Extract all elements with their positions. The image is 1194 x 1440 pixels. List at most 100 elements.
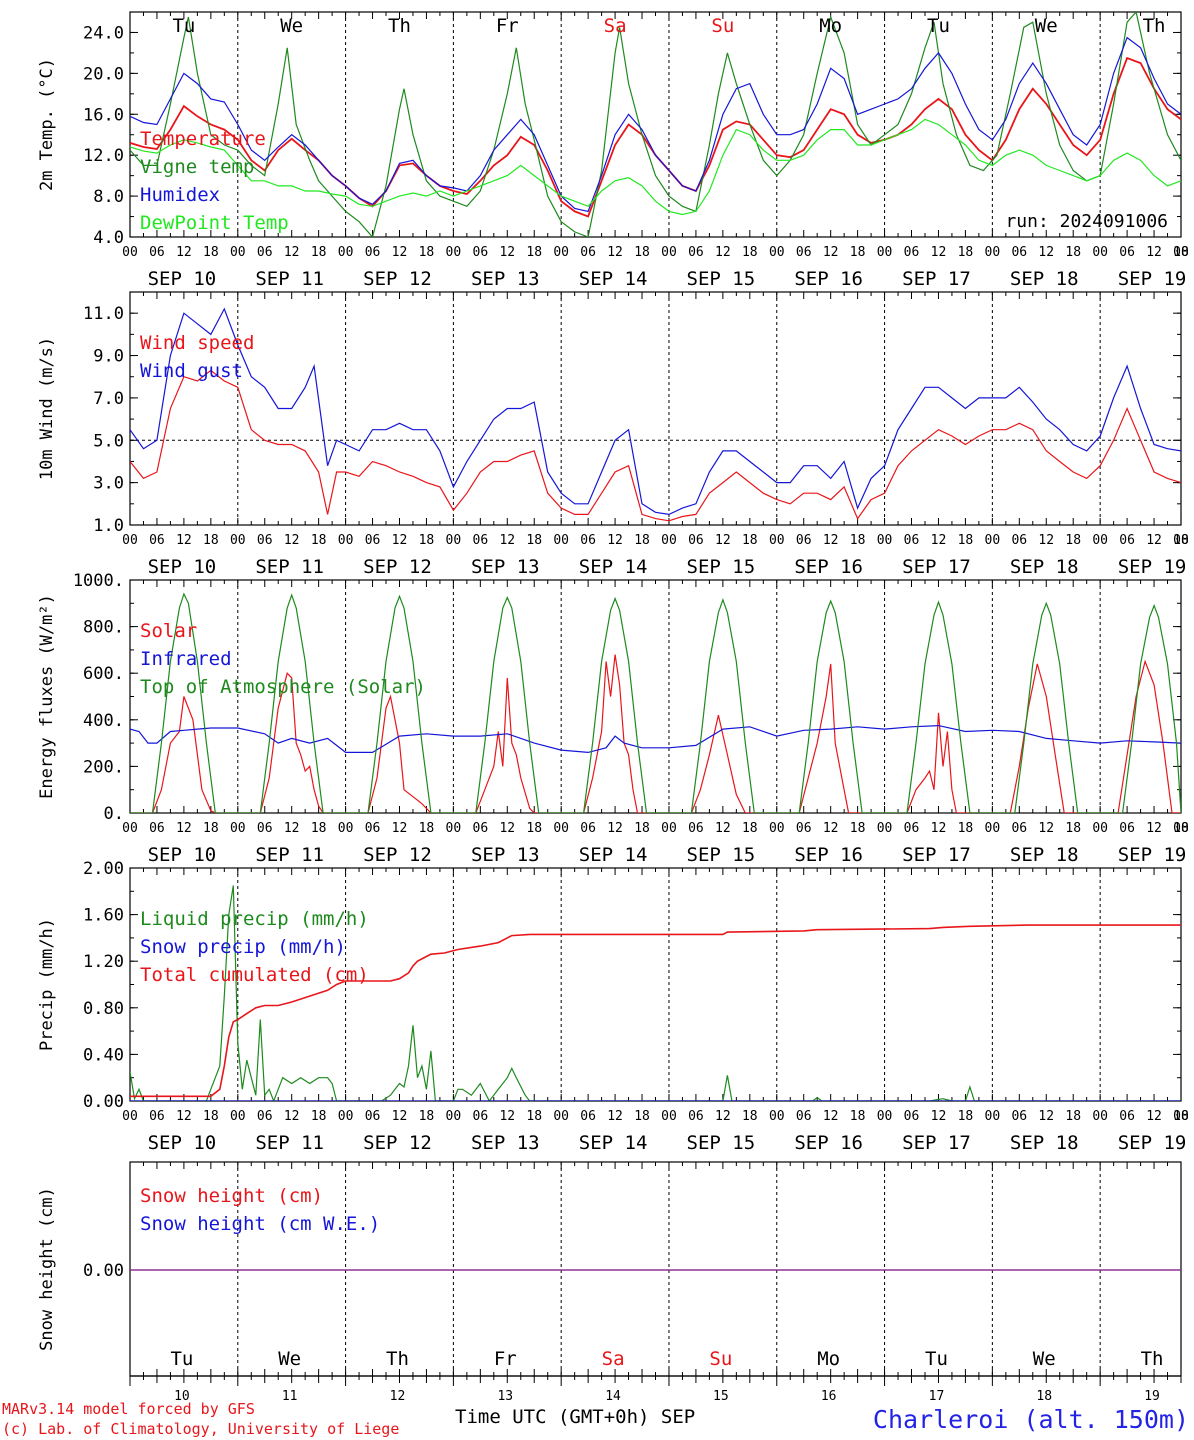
wind-hour-label: 18	[311, 533, 327, 548]
energy-date-label: SEP 18	[1010, 844, 1079, 866]
legend-wind-gust: Wind gust	[140, 360, 243, 382]
energy-hour-label: 18	[742, 821, 758, 836]
temperature-hour-label: 06	[1011, 245, 1027, 260]
temperature-hour-label: 12	[823, 245, 839, 260]
day-label-bottom: Sa	[602, 1348, 625, 1370]
wind-hour-label: 00	[661, 533, 677, 548]
energy-hour-label: 00	[877, 821, 893, 836]
day-number-label: 11	[282, 1389, 298, 1404]
energy-date-label: SEP 14	[579, 844, 648, 866]
precip-hour-label: 00	[338, 1109, 354, 1124]
temperature-hour-label: 18	[742, 245, 758, 260]
temperature-date-label: SEP 14	[579, 268, 648, 290]
precip-hour-label: 12	[1038, 1109, 1054, 1124]
temperature-date-label: SEP 19	[1118, 268, 1187, 290]
wind-date-label: SEP 17	[902, 556, 971, 578]
temperature-hour-label: 18	[419, 245, 435, 260]
day-label-bottom: Th	[386, 1348, 409, 1370]
wind-hour-label: 06	[473, 533, 489, 548]
wind-hour-label: 12	[931, 533, 947, 548]
day-label-top: Sa	[604, 15, 627, 37]
wind-hour-label: 18	[634, 533, 650, 548]
energy-hour-label: 12	[176, 821, 192, 836]
precip-hour-label: 12	[931, 1109, 947, 1124]
temperature-hour-label: 00	[230, 245, 246, 260]
precip-hour-label: 18	[958, 1109, 974, 1124]
day-label-top: Tu	[927, 15, 950, 37]
day-number-label: 18	[1036, 1389, 1052, 1404]
temperature-run-annotation: run: 2024091006	[1005, 211, 1168, 232]
energy-hour-label: 06	[688, 821, 704, 836]
wind-hour-label: 18	[742, 533, 758, 548]
energy-ytick-label: 800.	[83, 618, 124, 638]
wind-hour-label: 12	[823, 533, 839, 548]
temperature-hour-label: 12	[176, 245, 192, 260]
day-number-label: 17	[929, 1389, 945, 1404]
energy-date-label: SEP 17	[902, 844, 971, 866]
day-label-top: Tu	[172, 15, 195, 37]
precip-hour-label: 18	[526, 1109, 542, 1124]
energy-hour-label: 00	[230, 821, 246, 836]
precip-date-label: SEP 10	[148, 1132, 217, 1154]
legend-vigne-temp: Vigne temp	[140, 156, 254, 178]
wind-hour-label: 00	[230, 533, 246, 548]
energy-hour-label: 12	[284, 821, 300, 836]
precip-hour-label: 06	[904, 1109, 920, 1124]
precip-hour-label: 06	[1011, 1109, 1027, 1124]
wind-date-label: SEP 10	[148, 556, 217, 578]
day-number-label: 19	[1144, 1389, 1160, 1404]
temperature-hour-label: 06	[365, 245, 381, 260]
precip-date-label: SEP 12	[363, 1132, 432, 1154]
energy-hour-label: 18	[958, 821, 974, 836]
legend-temperature: Temperature	[140, 128, 266, 150]
series-humidex	[130, 36, 1181, 213]
series-vigne-temp	[130, 12, 1181, 237]
footer-model-credit: MARv3.14 model forced by GFS	[2, 1400, 255, 1418]
legend-total-cumulated-cm-: Total cumulated (cm)	[140, 964, 369, 986]
wind-date-label: SEP 15	[687, 556, 756, 578]
precip-hour-label: 06	[688, 1109, 704, 1124]
precip-hour-label: 12	[176, 1109, 192, 1124]
temperature-hour-label: 00	[985, 245, 1001, 260]
day-label-bottom: We	[1033, 1348, 1056, 1370]
energy-hour-label: 12	[823, 821, 839, 836]
energy-hour-label: 12	[392, 821, 408, 836]
precip-hour-label: 18	[1065, 1109, 1081, 1124]
precip-ytick-label: 2.00	[83, 859, 124, 879]
precip-date-label: SEP 13	[471, 1132, 540, 1154]
day-label-top: We	[280, 15, 303, 37]
energy-hour-label: 18	[526, 821, 542, 836]
series-wind-gust	[130, 307, 1181, 516]
precip-hour-label: 06	[365, 1109, 381, 1124]
temperature-hour-label: 12	[1038, 245, 1054, 260]
wind-ylabel: 10m Wind (m/s)	[37, 337, 57, 480]
energy-hour-label: 18	[419, 821, 435, 836]
legend-snow-height-cm-w-e-: Snow height (cm W.E.)	[140, 1213, 380, 1235]
wind-hour-label: 00	[877, 533, 893, 548]
wind-date-label: SEP 11	[255, 556, 324, 578]
precip-hour-label: 12	[823, 1109, 839, 1124]
day-number-label: 12	[390, 1389, 406, 1404]
temperature-hour-label: 12	[607, 245, 623, 260]
energy-hour-label-end: 00	[1173, 821, 1189, 836]
precip-hour-label: 06	[257, 1109, 273, 1124]
temperature-date-label: SEP 12	[363, 268, 432, 290]
day-label-top: We	[1035, 15, 1058, 37]
precip-ytick-label: 1.60	[83, 906, 124, 926]
precip-hour-label: 00	[553, 1109, 569, 1124]
temperature-date-label: SEP 13	[471, 268, 540, 290]
wind-hour-label: 18	[419, 533, 435, 548]
precip-hour-label: 00	[877, 1109, 893, 1124]
wind-ytick-label: 5.0	[93, 431, 124, 451]
wind-hour-label: 12	[392, 533, 408, 548]
temperature-date-label: SEP 17	[902, 268, 971, 290]
temperature-hour-label: 06	[688, 245, 704, 260]
temperature-hour-label: 18	[203, 245, 219, 260]
energy-hour-label: 06	[904, 821, 920, 836]
precip-hour-label: 18	[419, 1109, 435, 1124]
day-label-bottom: Th	[1141, 1348, 1164, 1370]
energy-ytick-label: 1000.	[73, 571, 124, 591]
precip-hour-label: 12	[715, 1109, 731, 1124]
day-label-bottom: Tu	[925, 1348, 948, 1370]
temperature-hour-label: 12	[1146, 245, 1162, 260]
